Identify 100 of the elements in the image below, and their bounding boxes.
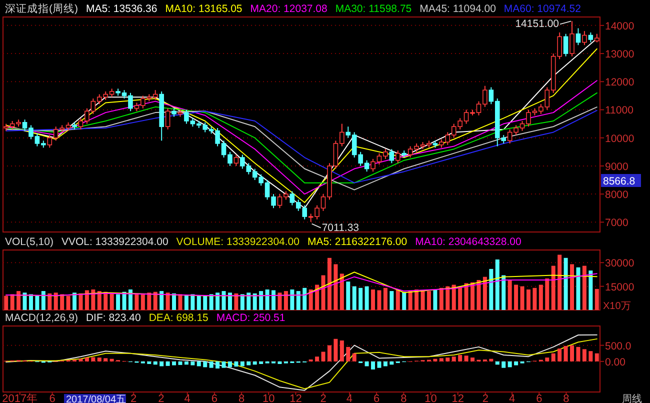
bar: [396, 289, 400, 310]
bar: [153, 292, 158, 310]
x-tick-label: 6: [211, 393, 218, 403]
bar: [110, 358, 114, 362]
bar: [520, 286, 524, 310]
x-tick-label: 4: [346, 393, 353, 403]
bar: [178, 294, 182, 310]
text: MA30: 11598.75: [335, 3, 412, 15]
bar: [246, 292, 251, 310]
bar: [532, 288, 537, 310]
bar: [439, 358, 444, 362]
bar: [564, 346, 568, 362]
bar: [209, 294, 214, 310]
bar: [84, 358, 89, 362]
candlestick: [165, 108, 170, 130]
bar: [352, 353, 356, 362]
y-tick-label: 500.0: [605, 340, 632, 352]
chart-title: 深证成指(周线): [5, 2, 78, 15]
bar: [128, 289, 132, 310]
bar: [538, 284, 543, 310]
bar: [377, 290, 382, 310]
bar: [588, 270, 593, 310]
bar: [153, 361, 158, 365]
x-tick-label: 6: [49, 393, 56, 403]
text: VVOL: 1333922304.00: [61, 236, 168, 248]
bar: [190, 361, 195, 366]
bar: [91, 357, 96, 362]
bar: [315, 284, 320, 310]
bar: [252, 361, 257, 365]
bar: [196, 296, 201, 310]
bar: [252, 293, 257, 310]
bar: [508, 280, 512, 310]
bar: [84, 290, 89, 310]
bar: [489, 268, 494, 310]
bar: [458, 354, 462, 362]
text: MA10: 13165.05: [165, 3, 242, 15]
bar: [383, 288, 388, 310]
bar: [508, 361, 512, 368]
bar: [545, 358, 550, 362]
bar: [234, 361, 238, 367]
bar: [190, 294, 195, 310]
candlestick: [172, 108, 176, 118]
text: MA10: 2304643328.00: [415, 236, 522, 248]
x-tick-label: 8: [400, 393, 407, 403]
bar: [203, 295, 208, 310]
bar: [408, 291, 412, 310]
bar: [334, 338, 338, 362]
bar: [346, 346, 350, 362]
x-tick-label: 8: [563, 393, 570, 403]
text: MACD: 250.51: [216, 312, 286, 324]
bar: [97, 291, 102, 310]
bar: [209, 361, 214, 368]
bar: [502, 361, 506, 368]
x-tick-label: 2: [158, 393, 164, 403]
bar: [594, 353, 599, 362]
x-tick-label: 12: [290, 393, 302, 403]
bar: [334, 264, 338, 310]
text: MA20: 12037.08: [250, 3, 328, 15]
bar: [184, 295, 188, 310]
bar: [265, 289, 270, 310]
bar: [558, 348, 562, 362]
bar: [526, 289, 530, 310]
x-tick-label: 2: [320, 393, 326, 403]
annotation: 14151.00: [515, 18, 560, 30]
bar: [390, 291, 394, 310]
bar: [364, 286, 369, 310]
bar: [140, 294, 145, 310]
candlestick: [582, 30, 587, 46]
bar: [10, 294, 14, 310]
bar: [222, 291, 226, 310]
bar: [122, 292, 126, 310]
y-tick-label: 12000: [605, 76, 634, 89]
bar: [196, 361, 201, 366]
y-tick-label: 9000: [605, 160, 629, 173]
y-tick-label: 7000: [605, 217, 629, 230]
x-tick-label: 6: [536, 393, 542, 403]
bar: [377, 361, 382, 368]
bar: [272, 290, 276, 310]
bar: [60, 294, 64, 310]
candlestick: [576, 28, 581, 46]
x-tick-label: 10: [424, 393, 437, 403]
text: MA5: 13536.36: [86, 3, 158, 15]
bar: [104, 358, 108, 362]
bar: [327, 345, 332, 362]
bar: [452, 356, 456, 362]
candlestick: [395, 150, 400, 164]
bar: [495, 259, 500, 310]
bar: [290, 289, 294, 310]
y-tick-label: 30000: [605, 258, 634, 270]
bar: [172, 293, 176, 310]
bar: [476, 280, 481, 310]
bar: [16, 291, 21, 310]
chart-title: MACD(12,26,9): [5, 312, 78, 324]
x-tick-label: 8: [238, 393, 245, 403]
bar: [464, 283, 468, 310]
bar: [433, 358, 438, 362]
text: MA45: 11094.00: [420, 3, 496, 15]
bar: [72, 292, 77, 310]
text: 8566.8: [603, 176, 636, 188]
bar: [358, 288, 363, 310]
